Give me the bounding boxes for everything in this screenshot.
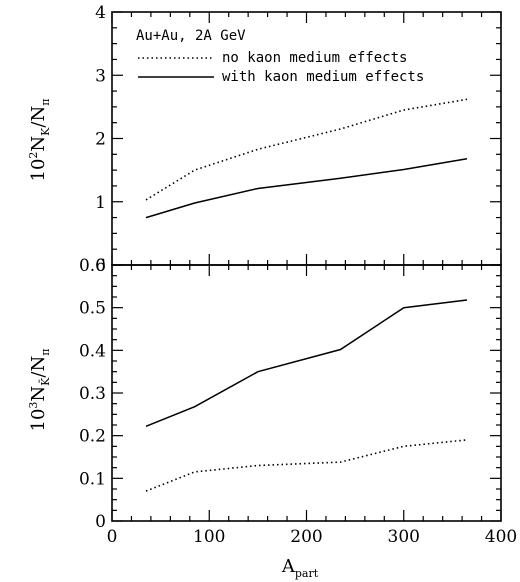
axis-label-part: 10 xyxy=(28,159,49,182)
legend-entry: with kaon medium effects xyxy=(222,69,424,85)
x-axis-label: Apart xyxy=(281,556,319,580)
legend-title: Au+Au, 2A GeV xyxy=(136,28,246,44)
series-line-dotted xyxy=(145,98,468,201)
y-tick-label: 0.3 xyxy=(79,384,106,404)
bottom-y-axis-label: 103NK̄/Nπ xyxy=(27,349,52,432)
x-tick-label: 0 xyxy=(107,527,118,547)
y-tick-label: 0 xyxy=(95,512,106,532)
axis-label-part: 2 xyxy=(27,152,40,159)
y-tick-label: 2 xyxy=(95,130,106,150)
axis-label-part: /N xyxy=(28,106,49,128)
top-y-axis-label: 102NK/Nπ xyxy=(27,99,52,182)
y-tick-label: 0.6 xyxy=(79,256,106,276)
axis-label-part: K xyxy=(39,127,52,136)
series-line-solid xyxy=(145,157,468,219)
top-panel: 0 1 2 3 4 Au+Au, 2A GeV no kaon medium effects… xyxy=(95,3,502,276)
x-tick-label: 100 xyxy=(193,527,225,547)
axis-label-part: π xyxy=(39,349,52,356)
y-tick-label: 3 xyxy=(95,66,106,86)
axis-label-part: 3 xyxy=(27,402,40,409)
y-tick-label: 0 xyxy=(95,256,106,276)
axis-label-part: 10 xyxy=(28,409,49,432)
series-line-solid xyxy=(145,299,468,427)
y-tick-label: 0.1 xyxy=(79,469,106,489)
y-tick-label: 0.5 xyxy=(79,299,106,319)
x-axis-label-sub: part xyxy=(295,567,319,580)
y-tick-label: 0.4 xyxy=(79,341,106,361)
x-tick-label: 400 xyxy=(485,527,517,547)
series-line-dotted xyxy=(145,439,468,492)
axis-label-part: N xyxy=(28,386,49,402)
x-tick-label: 300 xyxy=(388,527,420,547)
y-tick-label: 1 xyxy=(95,193,106,213)
axis-label-part: /N xyxy=(28,356,49,378)
y-tick-label: 0.2 xyxy=(79,427,106,447)
legend-entry: no kaon medium effects xyxy=(222,50,407,66)
axis-label-part: N xyxy=(28,136,49,152)
bottom-panel: 00.10.20.30.40.50.60 100 200 300 400 xyxy=(79,256,517,547)
x-tick-label: 200 xyxy=(290,527,322,547)
axis-label-part: K̄ xyxy=(39,377,52,386)
axis-label-part: π xyxy=(39,99,52,106)
x-axis-label-main: A xyxy=(281,556,296,577)
y-tick-label: 4 xyxy=(95,3,106,23)
